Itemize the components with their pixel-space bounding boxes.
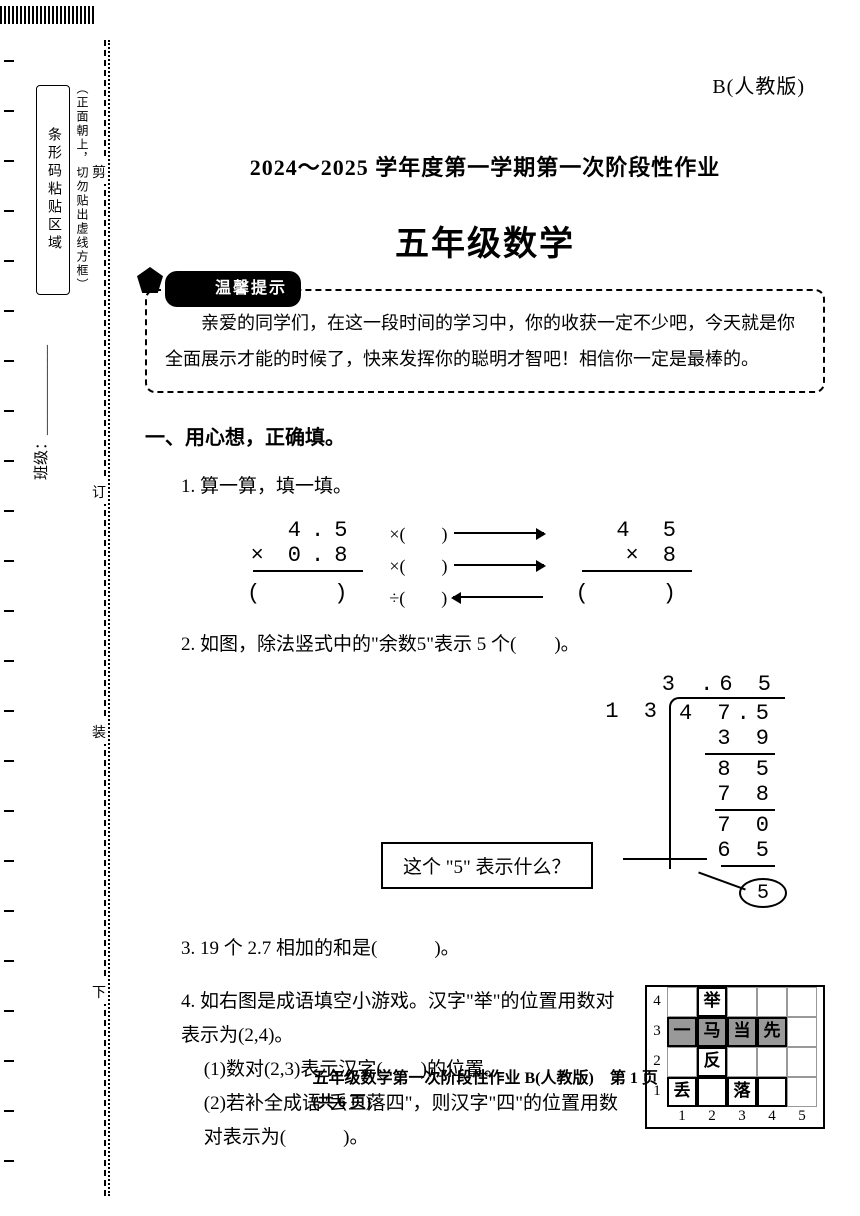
binding-marker-xia: 下 [92,980,106,1004]
q4-grid: 4 举 3 一 马 当 先 2 反 1 丢 落 [645,985,825,1129]
ld-s2: 8 5 [679,757,775,782]
tip-box: 温馨提示 亲爱的同学们，在这一段时间的学习中，你的收获一定不少吧，今天就是你全面… [145,289,825,393]
remainder-pointer [698,872,746,891]
question-2: 2. 如图，除法竖式中的"余数5"表示 5 个( )。 [181,628,825,662]
ld-s4: 7 0 [679,813,775,838]
q1-arrow-c: ÷( ) [389,584,447,610]
ld-s1: 3 9 [679,726,775,751]
question-1: 1. 算一算，填一填。 [181,470,825,504]
cell-ju: 举 [697,987,727,1017]
x1: 1 [667,1107,697,1127]
long-division: 3 .6 5 1 3 4 7.5 3 9 8 5 7 8 7 0 6 5 [605,672,785,869]
x4: 4 [757,1107,787,1127]
ld-quotient: 3 .6 5 [605,672,785,697]
q1-left-op: × [251,543,274,568]
ld-s3: 7 8 [679,782,775,807]
q2-callout: 这个 "5" 表示什么？ [381,842,593,889]
tip-text: 亲爱的同学们，在这一段时间的学习中，你的收获一定不少吧，今天就是你全面展示才能的… [165,313,795,369]
cell-ma: 马 [697,1017,727,1047]
q1-right-mult: 4 5 × 8 ( ) [570,518,692,606]
barcode-note: （正面朝上，切勿贴出虚线方框） [74,82,91,302]
q1-right-ans: ( ) [570,574,692,606]
q4-intro: 4. 如右图是成语填空小游戏。汉字"举"的位置用数对表示为(2,4)。 [181,985,629,1053]
class-label: 班级：____________ [30,345,51,480]
cell-yi: 一 [667,1017,697,1047]
callout-line [623,858,707,860]
edition-label: B(人教版) [712,70,805,99]
ruler-left [0,0,20,1216]
binding-marker-ding: 订 [92,480,106,504]
q1-arrows: ×( ) ×( ) ÷( ) [389,518,543,610]
cell-fan: 反 [697,1047,727,1077]
q1-right-val: 8 [663,543,686,568]
q1-left-mult: 4.5 × 0.8 ( ) [241,518,363,606]
q1-left-val: 0.8 [288,543,358,568]
binding-marker-zhuang: 装 [92,720,106,744]
exam-header: 2024～2025 学年度第一学期第一次阶段性作业 [145,150,825,182]
q2-diagram: 3 .6 5 1 3 4 7.5 3 9 8 5 7 8 7 0 6 5 [271,672,825,902]
cell-diu: 丢 [667,1077,697,1107]
y3: 3 [647,1017,667,1047]
q1-left-top: 4.5 [282,518,364,543]
tip-badge: 温馨提示 [165,271,301,307]
q1-left-ans: ( ) [241,574,363,606]
page-footer: 五年级数学第一次阶段性作业 B(人教版) 第 1 页(共 6 页) [313,1064,668,1112]
ld-dividend: 4 7.5 [679,701,775,726]
x5: 5 [787,1107,817,1127]
subject-title: 五年级数学 [145,216,825,265]
q1-arrow-a: ×( ) [389,520,447,546]
q1-right-top: 4 5 [610,518,692,543]
barcode-area: 条形码粘贴区域 [36,85,70,295]
q1-diagram: 4.5 × 0.8 ( ) ×( ) ×( ) ÷( ) 4 5 × 8 [241,518,825,610]
x2: 2 [697,1107,727,1127]
page-content: B(人教版) 2024～2025 学年度第一学期第一次阶段性作业 五年级数学 温… [135,0,845,1216]
q1-right-op: × [626,543,649,568]
cell-luo: 落 [727,1077,757,1107]
q1-arrow-b: ×( ) [389,552,447,578]
x3: 3 [727,1107,757,1127]
question-3: 3. 19 个 2.7 相加的和是( )。 [181,932,825,966]
cell-dang: 当 [727,1017,757,1047]
section-1-title: 一、用心想，正确填。 [145,421,825,450]
binding-marker-jian: 剪 [92,160,106,184]
binding-line [108,40,110,1196]
ld-divisor: 1 3 [605,697,669,724]
remainder-oval: 5 [739,878,787,908]
y4: 4 [647,987,667,1017]
cell-xian: 先 [757,1017,787,1047]
